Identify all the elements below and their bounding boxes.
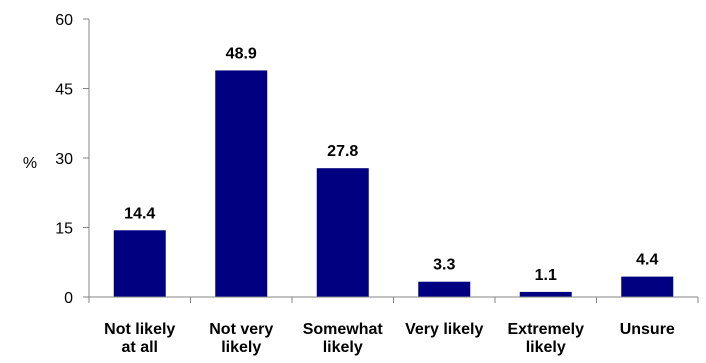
y-tick-label: 60 — [55, 12, 73, 29]
x-axis-ticks — [88, 297, 699, 303]
bar — [215, 70, 268, 298]
y-axis-ticks: 0 15 30 45 60 — [55, 12, 89, 307]
category-label: Not very likely — [209, 321, 273, 356]
bar — [418, 281, 471, 297]
bars — [113, 70, 674, 298]
category-label: Extremely likely — [508, 321, 585, 356]
y-axis-label: % — [23, 155, 37, 172]
bar — [316, 168, 369, 297]
category-label: Unsure — [620, 321, 675, 338]
bar — [113, 230, 166, 297]
bar — [519, 291, 572, 297]
data-label: 14.4 — [124, 205, 155, 222]
data-label: 3.3 — [433, 257, 455, 274]
category-label: Not likely at all — [104, 321, 175, 356]
data-label: 4.4 — [636, 252, 658, 269]
data-label: 27.8 — [327, 143, 358, 160]
category-labels: Not likely at all Not very likely Somewhat li… — [104, 321, 675, 356]
y-tick-label: 15 — [55, 221, 73, 238]
category-label: Somewhat likely — [303, 321, 384, 356]
data-labels: 14.4 48.9 27.8 3.3 1.1 4.4 — [124, 45, 658, 283]
y-tick-label: 45 — [55, 82, 73, 99]
category-label: Very likely — [405, 321, 483, 338]
data-label: 48.9 — [226, 45, 257, 62]
y-tick-label: 30 — [55, 151, 73, 168]
y-tick-label: 0 — [64, 290, 73, 307]
data-label: 1.1 — [535, 267, 557, 284]
bar — [621, 276, 674, 297]
